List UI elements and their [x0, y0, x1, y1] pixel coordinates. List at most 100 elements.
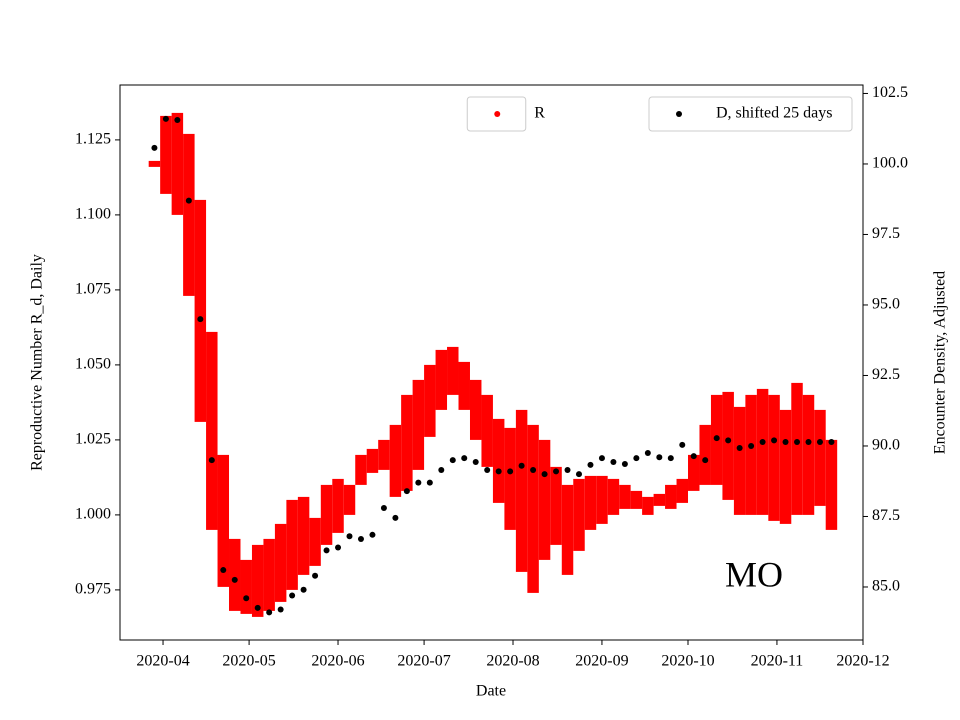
point	[771, 437, 778, 444]
error-bar	[642, 496, 654, 515]
error-bar	[825, 439, 838, 530]
point	[541, 471, 548, 478]
point	[656, 454, 663, 461]
error-bar	[251, 544, 264, 617]
y-tick-label: 1.000	[75, 506, 111, 523]
point	[575, 471, 582, 478]
legend-marker	[676, 111, 682, 117]
point	[243, 595, 250, 602]
error-bar	[745, 394, 757, 515]
point	[231, 576, 238, 583]
point	[426, 479, 433, 486]
error-bar	[756, 388, 769, 515]
point	[357, 536, 364, 543]
legend-label: D, shifted 25 days	[716, 105, 832, 122]
point	[713, 435, 720, 442]
error-bar	[630, 490, 643, 509]
x-tick-label: 2020-07	[397, 653, 450, 670]
error-bar	[424, 364, 436, 437]
error-bar	[469, 379, 482, 440]
point	[782, 439, 789, 446]
y2-tick-label: 97.5	[872, 225, 900, 242]
point	[403, 488, 410, 495]
error-bar	[814, 409, 826, 506]
point	[174, 116, 181, 123]
point	[472, 459, 479, 466]
point	[484, 466, 491, 473]
point	[254, 604, 261, 611]
x-tick-label: 2020-04	[136, 653, 189, 670]
error-bar	[148, 160, 161, 167]
y-axis-label: Reproductive Number R_d, Daily	[29, 254, 46, 471]
error-bar	[435, 349, 448, 410]
y2-tick-label: 92.5	[872, 366, 900, 383]
error-bar	[538, 439, 551, 560]
legend-label: R	[534, 105, 545, 122]
error-bar	[343, 484, 356, 515]
point	[794, 439, 801, 446]
error-bar	[332, 478, 344, 533]
point	[621, 461, 628, 468]
error-bar	[607, 478, 620, 515]
point	[185, 197, 192, 204]
legend-box	[648, 96, 853, 132]
point	[587, 461, 594, 468]
error-bar	[240, 559, 252, 614]
point	[266, 609, 273, 616]
point	[702, 457, 709, 464]
point	[805, 439, 812, 446]
y2-tick-label: 85.0	[872, 578, 900, 595]
error-bar	[206, 331, 218, 530]
error-bar	[286, 499, 298, 590]
error-bar	[320, 484, 333, 545]
y-tick-label: 0.975	[75, 581, 111, 598]
point	[449, 457, 456, 464]
point	[300, 586, 307, 593]
point	[828, 439, 835, 446]
y2-tick-label: 102.5	[872, 84, 908, 101]
x-tick-label: 2020-10	[661, 653, 714, 670]
error-bar	[194, 199, 207, 422]
point	[208, 457, 215, 464]
point	[495, 468, 502, 475]
error-bar	[619, 484, 631, 509]
point	[759, 439, 766, 446]
point	[816, 439, 823, 446]
point	[197, 316, 204, 323]
point	[289, 592, 296, 599]
point	[518, 462, 525, 469]
annotation: MO	[725, 554, 783, 594]
point	[335, 544, 342, 551]
error-bar	[297, 496, 310, 575]
point	[667, 455, 674, 462]
error-bar	[515, 409, 528, 572]
error-bar	[378, 439, 390, 470]
error-bar	[550, 466, 562, 545]
error-bar	[401, 394, 413, 491]
legend-marker	[494, 111, 501, 117]
error-bar	[596, 475, 608, 524]
error-bar	[802, 394, 815, 515]
error-bar	[779, 409, 792, 524]
error-bar	[688, 454, 700, 491]
error-bar	[263, 538, 275, 611]
error-bar	[492, 418, 505, 503]
point	[151, 144, 158, 151]
error-bar	[274, 523, 287, 602]
y-tick-label: 1.025	[75, 431, 111, 448]
error-bar	[722, 391, 734, 500]
error-bar	[733, 406, 746, 515]
error-bar	[389, 424, 402, 497]
x-tick-label: 2020-06	[311, 653, 364, 670]
point	[736, 444, 743, 451]
point	[220, 567, 227, 574]
point	[530, 466, 537, 473]
point	[633, 455, 640, 462]
error-bar	[217, 454, 230, 587]
x-axis-label: Date	[476, 683, 506, 700]
point	[610, 459, 617, 466]
error-bar	[676, 478, 689, 503]
y-tick-label: 1.050	[75, 356, 111, 373]
error-bar	[171, 112, 184, 215]
